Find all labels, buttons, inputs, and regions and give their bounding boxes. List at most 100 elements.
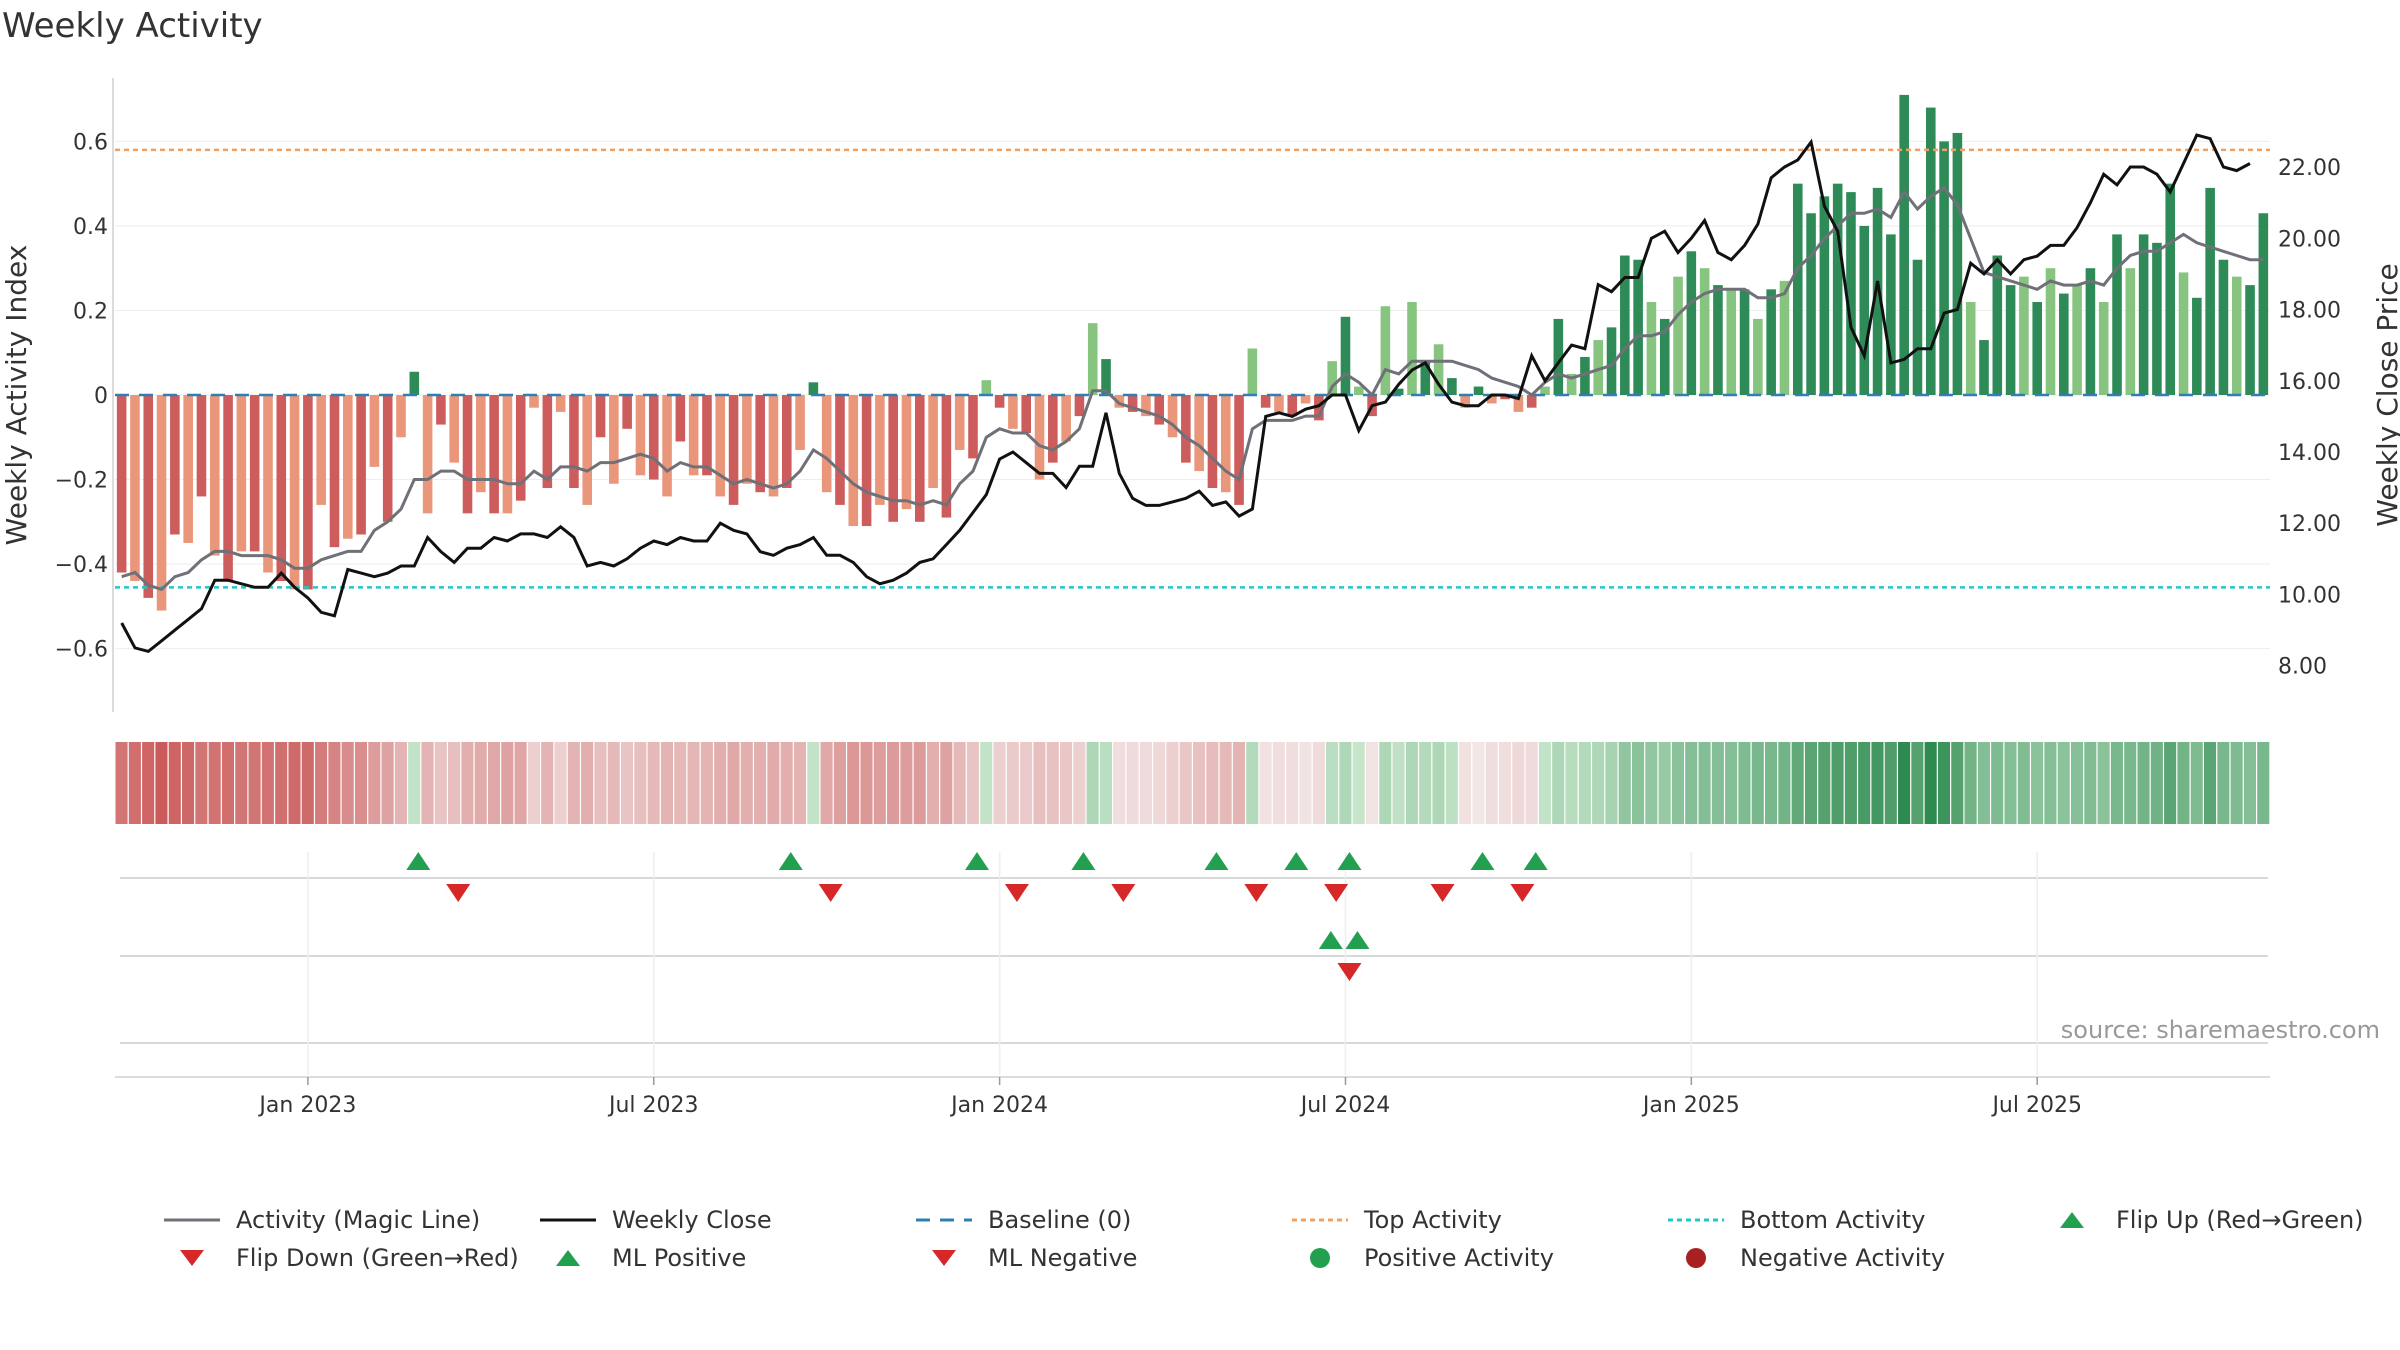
heat-strip-cell: [261, 742, 274, 824]
heat-strip-cell: [1831, 742, 1844, 824]
heat-strip-cell: [128, 742, 141, 824]
heat-strip-cell: [714, 742, 727, 824]
activity-bar: [2125, 268, 2136, 395]
x-tick-label: Jan 2024: [949, 1093, 1048, 1118]
activity-bar: [209, 395, 220, 556]
activity-bar: [1806, 213, 1816, 395]
activity-bar: [888, 395, 898, 522]
activity-bar: [1101, 359, 1111, 395]
activity-bar: [1886, 234, 1896, 395]
activity-bar: [422, 395, 433, 514]
heat-strip-cell: [2243, 742, 2256, 824]
heat-strip-cell: [1884, 742, 1897, 824]
activity-bar: [609, 395, 619, 484]
heat-strip-cell: [1206, 742, 1219, 824]
flip-up-marker: [1470, 852, 1495, 870]
flip-up-marker: [1071, 852, 1096, 870]
heat-strip-cell: [780, 742, 793, 824]
heat-strip-cell: [581, 742, 594, 824]
heat-strip-cell: [368, 742, 381, 824]
ml-positive-marker: [1318, 931, 1343, 949]
heat-strip-cell: [195, 742, 208, 824]
activity-bar: [1633, 259, 1643, 395]
activity-bar: [2005, 285, 2016, 395]
right-tick-label: 18.00: [2278, 299, 2341, 324]
heat-strip-cell: [1232, 742, 1246, 824]
activity-bar: [170, 395, 180, 535]
activity-bar: [1952, 132, 1963, 396]
right-tick-label: 22.00: [2278, 156, 2341, 181]
activity-bar: [555, 395, 566, 412]
heat-strip-cell: [408, 742, 421, 824]
activity-bar: [1699, 268, 1710, 395]
legend-item: Flip Up (Red→Green): [2040, 1200, 2364, 1240]
activity-bar: [901, 395, 912, 510]
activity-bar: [2205, 187, 2215, 395]
heat-strip-cell: [1392, 742, 1405, 824]
heat-strip-cell: [115, 742, 128, 824]
activity-bar: [1713, 285, 1723, 395]
heat-strip-cell: [1698, 742, 1711, 824]
activity-bar: [1899, 94, 1909, 395]
activity-bar: [1925, 107, 1936, 395]
activity-bar: [1753, 318, 1763, 395]
activity-bar: [1247, 348, 1258, 395]
heat-strip-cell: [2031, 742, 2044, 824]
activity-bar: [223, 395, 233, 581]
legend-item: Negative Activity: [1664, 1238, 1945, 1278]
heat-strip-cell: [2017, 742, 2030, 824]
heat-strip-cell: [1565, 742, 1578, 824]
activity-bar: [1912, 259, 1923, 395]
activity-bar: [1407, 302, 1417, 395]
activity-bar: [968, 395, 978, 459]
activity-bar: [981, 380, 992, 395]
activity-bar: [1074, 395, 1085, 417]
activity-bar: [635, 395, 646, 476]
activity-bar: [1314, 395, 1324, 421]
heat-strip-cell: [354, 742, 368, 824]
activity-bar: [1340, 316, 1351, 395]
activity-bar: [396, 395, 406, 438]
left-tick-label: −0.2: [55, 469, 108, 494]
heat-strip-cell: [767, 742, 780, 824]
legend-item: Flip Down (Green→Red): [160, 1238, 519, 1278]
flip-up-marker: [1523, 852, 1548, 870]
heat-strip-cell: [527, 742, 540, 824]
activity-bar: [1127, 395, 1138, 412]
activity-bar: [1008, 395, 1018, 429]
activity-bar: [1673, 276, 1683, 395]
heat-strip-cell: [1937, 742, 1951, 824]
heat-strip-cell: [1991, 742, 2004, 824]
right-tick-label: 12.00: [2278, 512, 2341, 537]
activity-bar: [728, 395, 739, 505]
heat-strip-cell: [860, 742, 873, 824]
legend: Activity (Magic Line) Weekly Close Baselin…: [160, 1200, 2400, 1280]
activity-bar: [2192, 297, 2202, 395]
heat-strip-cell: [966, 742, 979, 824]
activity-bar: [1606, 327, 1617, 395]
heat-strip-cell: [607, 742, 620, 824]
right-tick-label: 10.00: [2278, 583, 2341, 608]
activity-bar: [1500, 395, 1510, 400]
activity-bar: [2019, 276, 2029, 395]
legend-item: ML Negative: [912, 1238, 1137, 1278]
heat-strip-cell: [1578, 742, 1591, 824]
activity-bar: [1487, 395, 1497, 404]
x-tick-label: Jul 2024: [1299, 1093, 1391, 1118]
heat-strip-cell: [754, 742, 767, 824]
heat-strip-cell: [1073, 742, 1086, 824]
heat-strip-cell: [1020, 742, 1033, 824]
heat-strip-cell: [1272, 742, 1285, 824]
legend-label: ML Negative: [988, 1244, 1138, 1272]
flip-down-marker: [1244, 884, 1269, 902]
heat-strip-cell: [1631, 742, 1645, 824]
activity-bar: [1034, 395, 1045, 480]
heat-strip-cell: [900, 742, 913, 824]
activity-bar: [1819, 196, 1830, 395]
activity-bar: [382, 395, 393, 522]
heat-strip-cell: [182, 742, 195, 824]
activity-bar: [1220, 395, 1231, 493]
flip-down-marker: [1510, 884, 1535, 902]
x-tick-label: Jan 2025: [1641, 1093, 1740, 1118]
heat-strip-cell: [1153, 742, 1166, 824]
